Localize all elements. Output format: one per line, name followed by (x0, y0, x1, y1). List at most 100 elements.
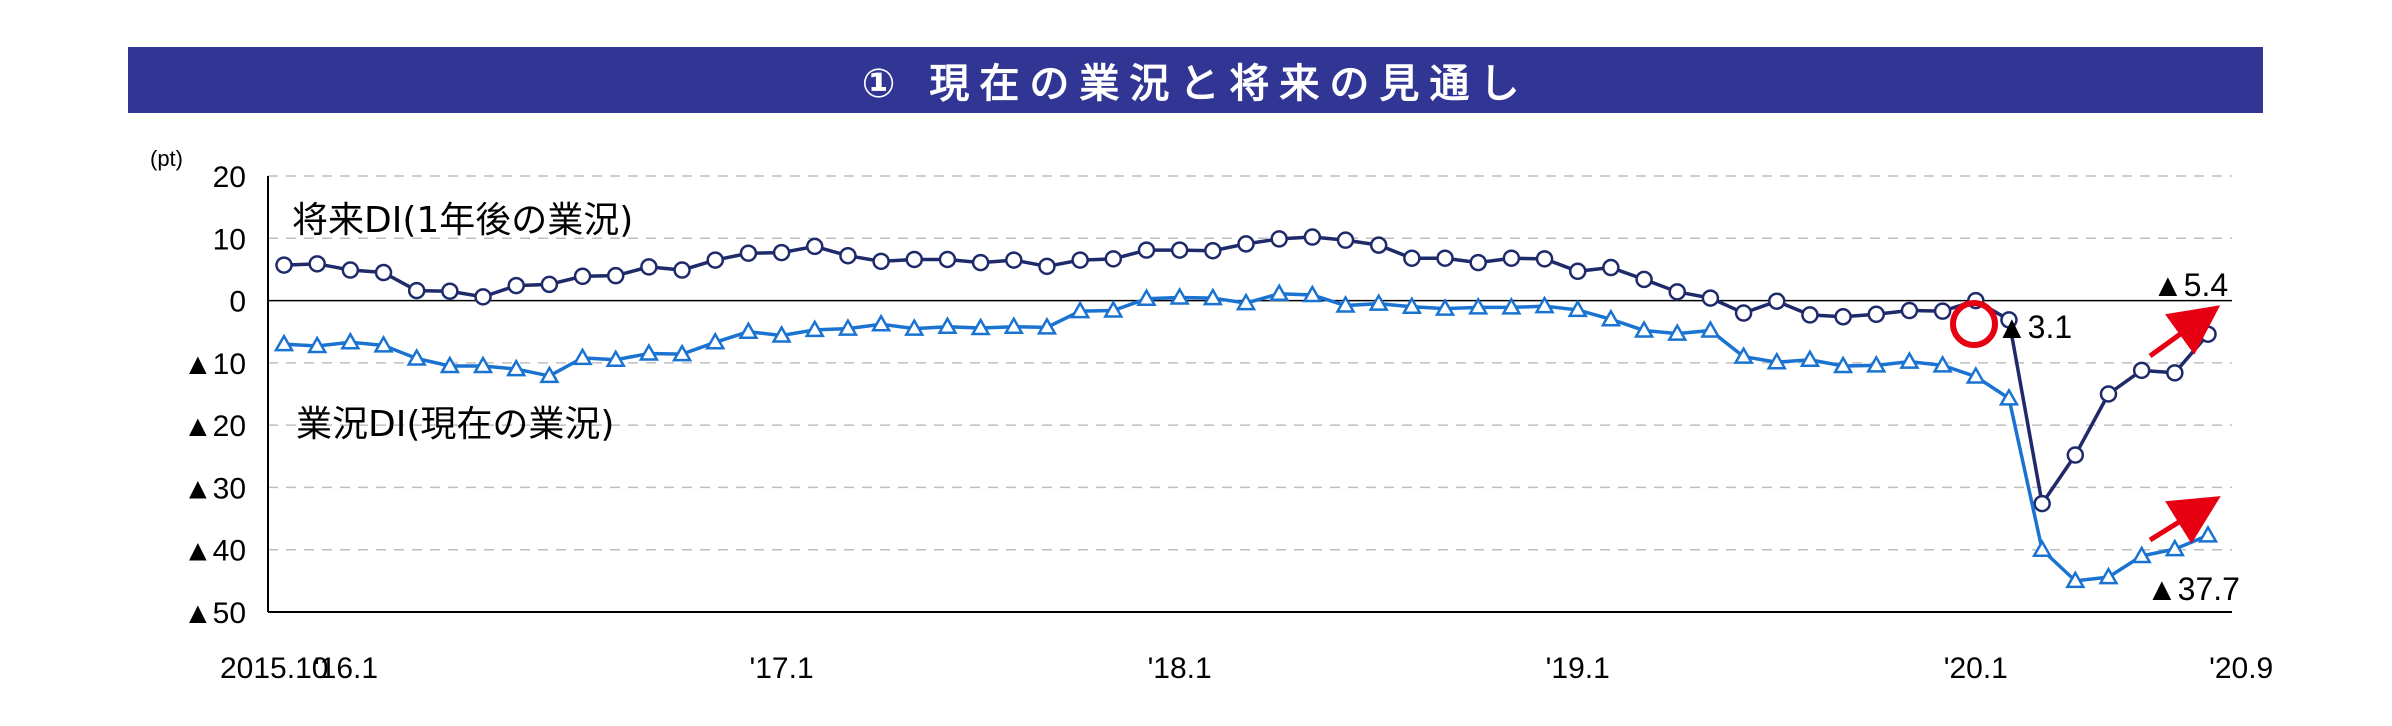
data-point-future (772, 243, 791, 262)
x-tick-label: '18.1 (1148, 652, 1212, 685)
data-point-future (1568, 262, 1587, 281)
x-tick-label: '20.9 (2209, 652, 2273, 685)
data-point-current (1434, 298, 1456, 316)
data-point-current (1036, 316, 1058, 335)
data-point-current (2031, 539, 2053, 557)
data-point-current (1302, 284, 1323, 303)
data-point-current (506, 358, 527, 377)
data-point-current (439, 355, 461, 374)
data-point-future (1237, 235, 1255, 253)
data-point-current (1103, 300, 1124, 318)
data-point-future (1867, 305, 1886, 324)
data-point-current (406, 347, 427, 366)
data-point-current (2098, 566, 2119, 585)
data-point-current (1235, 292, 1257, 311)
data-point-future (1436, 249, 1454, 267)
data-point-future (507, 276, 525, 295)
data-point-future (1005, 251, 1023, 269)
data-point-current (1335, 295, 1356, 313)
data-point-current (1534, 295, 1555, 314)
data-point-current (1368, 293, 1389, 311)
data-point-current (2131, 545, 2152, 564)
data-point-current (1567, 299, 1588, 318)
data-point-future (1170, 241, 1189, 259)
data-point-future (1734, 304, 1753, 322)
data-point-current (539, 365, 560, 384)
data-point-current (1932, 354, 1953, 373)
data-point-current (937, 316, 958, 334)
data-point-current (705, 331, 726, 350)
data-point-current (1468, 296, 1489, 315)
data-point-future (1900, 301, 1919, 320)
data-point-future (1038, 257, 1056, 276)
grid-lines (268, 175, 2232, 551)
annotation-future-april: ▲3.1 (1996, 309, 2072, 345)
data-point-future (275, 256, 293, 274)
upward-arrow-future (2148, 305, 2221, 359)
data-point-future (1469, 253, 1487, 272)
data-point-future (706, 251, 724, 269)
x-tick-labels: 2015.10'16.1 '17.1 '18.1 '19.1 '20.1 '20.9 (220, 652, 2273, 685)
data-point-future (374, 263, 393, 282)
data-point-future (2132, 361, 2151, 380)
data-point-current (1633, 319, 1655, 338)
upward-arrow-current (2148, 496, 2221, 544)
data-point-current (870, 313, 892, 332)
x-tick-label: '20.1 (1944, 652, 2008, 685)
data-point-future (1635, 270, 1653, 289)
annotation-current-latest: ▲37.7 (2146, 571, 2240, 607)
data-point-current (970, 317, 991, 336)
x-tick-label: 2015.10 (220, 652, 328, 685)
data-point-future (308, 255, 326, 273)
data-point-future (905, 250, 924, 269)
data-point-current (1700, 319, 1721, 338)
data-point-future (441, 282, 459, 300)
data-point-future (839, 246, 857, 265)
data-point-current (738, 321, 759, 339)
data-point-current (1766, 351, 1787, 370)
data-point-future (640, 258, 658, 276)
data-point-current (1899, 351, 1920, 369)
data-point-future (1403, 249, 1421, 267)
data-point-current (572, 347, 593, 366)
data-point-future (1801, 306, 1819, 324)
highlight-circle (1950, 300, 1998, 348)
data-point-future (938, 250, 957, 269)
data-point-current (1136, 288, 1157, 306)
data-point-future (971, 253, 990, 272)
chart-title: ① 現在の業況と将来の見通し (861, 61, 1530, 107)
y-tick-label: ▲40 (183, 535, 246, 568)
data-point-future (1933, 302, 1952, 320)
data-point-future (573, 267, 592, 286)
data-point-future (1369, 236, 1388, 254)
data-point-current (1667, 323, 1688, 341)
data-point-future (1768, 292, 1786, 310)
data-point-future (1834, 308, 1852, 326)
data-point-future (1535, 250, 1554, 268)
data-point-future (606, 266, 625, 285)
data-point-current (307, 335, 328, 354)
data-point-current (1866, 354, 1887, 373)
series-line-future (283, 235, 2210, 509)
data-point-current (1799, 349, 1821, 367)
data-point-future (872, 252, 890, 271)
data-point-current (1003, 316, 1024, 334)
data-point-current (605, 349, 626, 367)
data-point-future (673, 261, 691, 279)
y-tick-label: 20 (213, 161, 246, 194)
data-point-future (1071, 251, 1089, 269)
data-point-future (1668, 283, 1686, 301)
data-point-current (1965, 366, 1986, 384)
data-point-current (273, 333, 295, 352)
data-point-future (2199, 325, 2217, 343)
x-tick-label: '16.1 (314, 652, 378, 685)
annotation-future-latest: ▲5.4 (2152, 267, 2228, 303)
data-point-current (1169, 286, 1190, 305)
data-point-future (2166, 364, 2184, 382)
data-point-current (1401, 296, 1423, 315)
data-point-future (474, 288, 492, 306)
data-point-future (1701, 289, 1720, 307)
chart-title-bar: ① 現在の業況と将来の見通し (128, 47, 2263, 113)
data-point-current (671, 343, 693, 362)
